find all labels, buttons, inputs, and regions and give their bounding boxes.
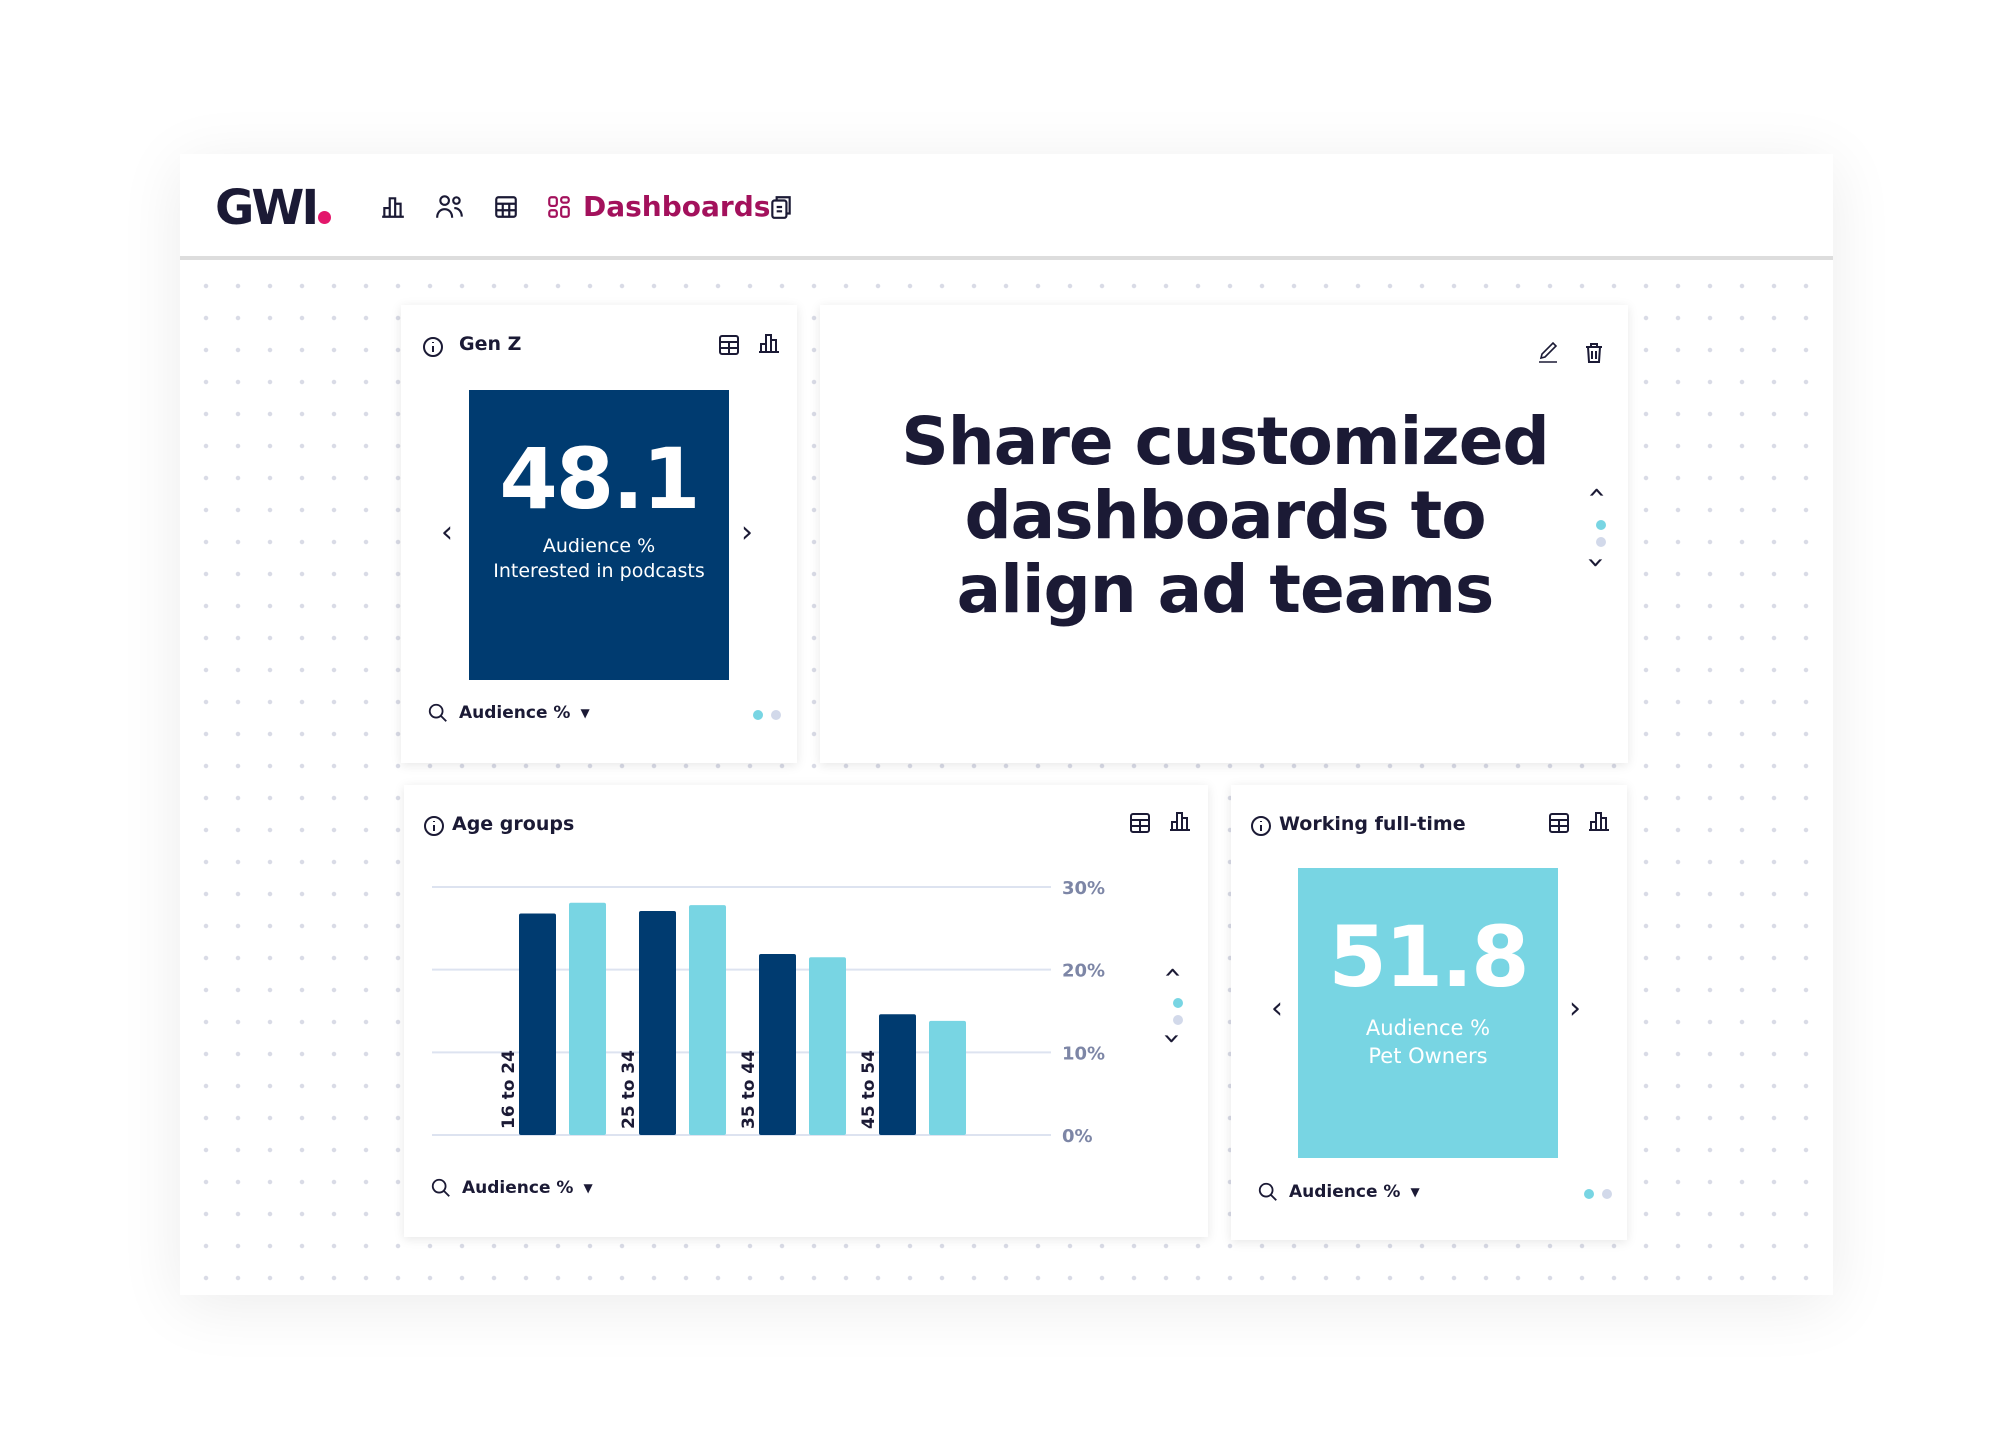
- caret-down-icon: ▼: [583, 1181, 593, 1195]
- page-dot[interactable]: [1173, 1015, 1183, 1025]
- bar: [929, 1020, 966, 1135]
- bar: [759, 953, 796, 1135]
- bar-chart-icon[interactable]: [380, 194, 406, 220]
- metric-label: Audience %: [542, 535, 656, 557]
- category-label: 25 to 34: [619, 1050, 639, 1129]
- headline: Share customized dashboards to align ad …: [901, 403, 1549, 628]
- caret-down-icon: ▼: [1410, 1185, 1420, 1199]
- dropdown-label: Audience %: [1289, 1182, 1401, 1202]
- info-icon[interactable]: [1249, 814, 1273, 838]
- page-dot[interactable]: [1173, 998, 1183, 1008]
- table-view-icon[interactable]: [717, 333, 741, 357]
- page-dot[interactable]: [753, 710, 763, 720]
- chart-view-icon[interactable]: [757, 331, 781, 355]
- pagination-dots: [1584, 1189, 1612, 1199]
- metric-dropdown[interactable]: Audience % ▼: [427, 702, 590, 724]
- next-arrow-icon[interactable]: ›: [741, 515, 753, 550]
- pagination-dots: [753, 710, 781, 720]
- bar: [569, 902, 606, 1135]
- bar: [689, 905, 726, 1135]
- prev-arrow-icon[interactable]: ‹: [441, 515, 453, 550]
- y-tick-label: 30%: [1062, 878, 1105, 899]
- metric-dropdown[interactable]: Audience % ▼: [1257, 1181, 1420, 1203]
- top-nav: GWI Dashboards: [180, 154, 1833, 260]
- metric-tile: 48.1 Audience % Interested in podcasts: [469, 390, 729, 680]
- metric-description: Pet Owners: [1368, 1044, 1488, 1068]
- info-icon[interactable]: [421, 335, 445, 359]
- page-dot[interactable]: [1584, 1189, 1594, 1199]
- dashboards-icon[interactable]: [546, 194, 572, 220]
- next-arrow-icon[interactable]: ›: [1569, 991, 1581, 1026]
- prev-arrow-icon[interactable]: ‹: [1271, 991, 1283, 1026]
- dropdown-label: Audience %: [459, 703, 571, 723]
- chart-view-icon[interactable]: [1168, 809, 1192, 833]
- card-title: Age groups: [452, 813, 575, 835]
- metric-value: 48.1: [499, 430, 700, 528]
- bar: [879, 1014, 916, 1135]
- page-dot[interactable]: [1596, 537, 1606, 547]
- bar: [809, 957, 846, 1135]
- metric-label: Audience %: [1365, 1016, 1491, 1040]
- search-metric-icon: [431, 1178, 450, 1197]
- caret-down-icon: ▼: [580, 706, 590, 720]
- card-text: Share customized dashboards to align ad …: [820, 305, 1628, 763]
- page-dot[interactable]: [1602, 1189, 1612, 1199]
- table-icon[interactable]: [493, 194, 519, 220]
- gwi-logo[interactable]: GWI: [215, 180, 332, 236]
- card-working-full-time: Working full-time ‹ 51.8 Audience % Pet …: [1231, 785, 1627, 1240]
- y-tick-label: 0%: [1062, 1126, 1093, 1147]
- y-tick-label: 10%: [1062, 1043, 1105, 1064]
- delete-icon[interactable]: [1582, 341, 1606, 365]
- chart-view-icon[interactable]: [1587, 809, 1611, 833]
- category-label: 45 to 54: [859, 1050, 879, 1129]
- dropdown-label: Audience %: [462, 1178, 574, 1198]
- table-view-icon[interactable]: [1128, 811, 1152, 835]
- metric-value: 51.8: [1328, 908, 1529, 1006]
- page-dot[interactable]: [771, 710, 781, 720]
- search-metric-icon: [1258, 1182, 1277, 1201]
- card-gen-z: Gen Z ‹ 48.1 Audience % Interested in po…: [401, 305, 797, 763]
- bar: [639, 910, 676, 1135]
- table-view-icon[interactable]: [1547, 811, 1571, 835]
- search-metric-icon: [428, 703, 447, 722]
- category-label: 16 to 24: [499, 1050, 519, 1129]
- category-label: 35 to 44: [739, 1050, 759, 1129]
- edit-icon[interactable]: [1536, 341, 1560, 365]
- nav-dashboards[interactable]: Dashboards: [583, 190, 771, 223]
- y-tick-label: 20%: [1062, 961, 1105, 982]
- metric-dropdown[interactable]: Audience % ▼: [430, 1177, 593, 1199]
- reports-icon[interactable]: [768, 194, 794, 220]
- page-dot[interactable]: [1596, 520, 1606, 530]
- card-title: Working full-time: [1279, 813, 1466, 835]
- metric-tile: 51.8 Audience % Pet Owners: [1298, 868, 1558, 1158]
- metric-description: Interested in podcasts: [493, 560, 705, 582]
- bar: [519, 913, 556, 1135]
- info-icon[interactable]: [422, 814, 446, 838]
- card-title: Gen Z: [459, 333, 522, 355]
- audiences-icon[interactable]: [435, 194, 465, 220]
